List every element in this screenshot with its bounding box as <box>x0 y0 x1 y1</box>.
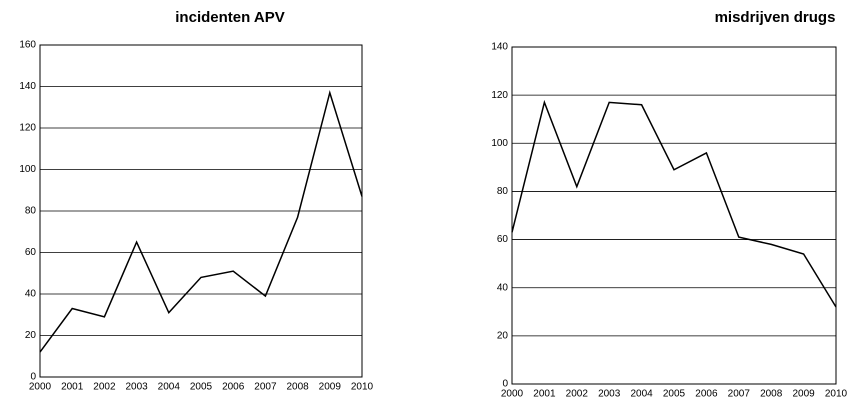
y-tick-label: 60 <box>25 247 37 258</box>
chart-title: misdrijven drugs <box>715 9 836 26</box>
x-tick-label: 2008 <box>286 382 309 393</box>
y-tick-label: 80 <box>497 186 509 197</box>
y-tick-label: 100 <box>491 138 508 149</box>
x-tick-label: 2005 <box>190 382 213 393</box>
y-tick-label: 140 <box>491 42 508 53</box>
x-tick-label: 2001 <box>533 389 556 400</box>
data-line <box>511 99 837 308</box>
y-tick-label: 120 <box>19 123 36 134</box>
y-tick-label: 120 <box>491 90 508 101</box>
y-tick-label: 140 <box>19 81 36 92</box>
x-tick-label: 2004 <box>630 389 653 400</box>
x-tick-label: 2002 <box>566 389 589 400</box>
y-tick-label: 100 <box>19 164 36 175</box>
chart-title: incidenten APV <box>175 9 284 26</box>
x-tick-label: 2006 <box>222 382 245 393</box>
y-tick-label: 0 <box>30 372 36 383</box>
y-tick-label: 0 <box>502 379 508 390</box>
x-tick-label: 2009 <box>792 389 815 400</box>
x-tick-label: 2005 <box>663 389 686 400</box>
plot-frame <box>39 44 363 378</box>
x-tick-label: 2000 <box>501 389 524 400</box>
y-tick-label: 160 <box>19 40 36 51</box>
y-tick-label: 20 <box>25 330 37 341</box>
x-tick-label: 2006 <box>695 389 718 400</box>
x-tick-label: 2009 <box>319 382 342 393</box>
y-tick-label: 80 <box>25 206 37 217</box>
x-tick-label: 2007 <box>254 382 277 393</box>
x-tick-label: 2010 <box>351 382 374 393</box>
x-tick-label: 2000 <box>29 382 52 393</box>
x-tick-label: 2002 <box>93 382 116 393</box>
y-tick-label: 40 <box>497 282 509 293</box>
x-tick-label: 2003 <box>598 389 621 400</box>
y-tick-label: 60 <box>497 234 509 245</box>
x-tick-label: 2007 <box>728 389 751 400</box>
y-tick-label: 40 <box>25 289 37 300</box>
x-tick-label: 2010 <box>825 389 848 400</box>
x-tick-label: 2001 <box>61 382 84 393</box>
plot-frame <box>511 46 837 385</box>
x-tick-label: 2008 <box>760 389 783 400</box>
x-tick-label: 2003 <box>125 382 148 393</box>
x-tick-label: 2004 <box>158 382 181 393</box>
data-line <box>39 89 363 353</box>
y-tick-label: 20 <box>497 330 509 341</box>
